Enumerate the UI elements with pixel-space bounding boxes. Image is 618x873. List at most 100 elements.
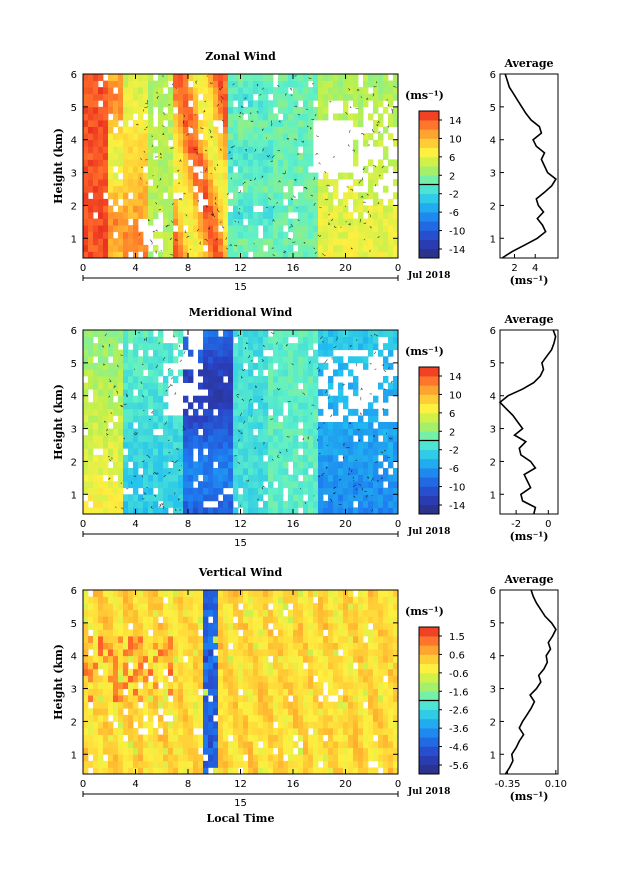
heatmap-cell (248, 369, 254, 377)
heatmap-cell (93, 741, 99, 749)
contour-line (325, 466, 329, 469)
heatmap-cell (173, 244, 179, 252)
heatmap-cell (363, 422, 369, 429)
heatmap-cell (243, 389, 249, 397)
heatmap-cell (88, 185, 94, 193)
heatmap-cell (308, 688, 314, 696)
contour-line (199, 127, 204, 130)
contour-line (363, 222, 367, 225)
heatmap-cell (123, 244, 129, 252)
colorbar-tick-label: 14 (449, 116, 462, 127)
heatmap-cell (98, 454, 104, 462)
heatmap-cell (303, 636, 309, 643)
heatmap-cell (393, 507, 399, 515)
heatmap-cell (163, 185, 169, 193)
heatmap-cell (103, 139, 109, 147)
heatmap-cell (183, 238, 189, 246)
heatmap-cell (143, 668, 149, 676)
contour-line (322, 341, 324, 343)
heatmap-cell (328, 93, 334, 101)
heatmap-cell (343, 395, 349, 403)
heatmap-cell (308, 701, 314, 709)
heatmap-cell (268, 336, 274, 344)
heatmap-cell (218, 603, 224, 611)
heatmap-cell (333, 435, 339, 443)
contour-line (237, 334, 240, 337)
contour-line (146, 454, 151, 459)
heatmap-cell (228, 461, 234, 469)
heatmap-cell (318, 389, 324, 397)
heatmap-cell (208, 675, 214, 683)
heatmap-cell (273, 198, 279, 206)
heatmap-cell (388, 212, 394, 219)
heatmap-cell (83, 408, 89, 416)
heatmap-cell (153, 596, 159, 604)
heatmap-cell (113, 461, 119, 469)
heatmap-cell (128, 629, 134, 637)
contour-line (381, 477, 383, 480)
heatmap-cell (298, 682, 304, 689)
heatmap-cell (133, 662, 139, 670)
heatmap-cell (178, 198, 184, 206)
heatmap-cell (198, 454, 204, 462)
heatmap-cell (183, 139, 189, 147)
heatmap-cell (163, 494, 169, 502)
heatmap-cell (263, 741, 269, 749)
contour-line (165, 224, 169, 228)
heatmap-cell (158, 126, 164, 134)
heatmap-cell (298, 389, 304, 397)
contour-line (145, 102, 149, 105)
heatmap-cell (188, 448, 194, 456)
heatmap-cell (338, 113, 344, 121)
heatmap-cell (178, 330, 184, 337)
heatmap-cell (203, 741, 209, 749)
heatmap-cell (123, 590, 129, 597)
heatmap-cell (283, 212, 289, 219)
heatmap-cell (363, 251, 369, 259)
heatmap-cell (123, 636, 129, 643)
contour-line (340, 226, 342, 228)
heatmap-cell (213, 389, 219, 397)
heatmap-cell (343, 80, 349, 88)
heatmap-cell (83, 225, 89, 233)
contour-line (310, 413, 313, 415)
heatmap-cell (108, 212, 114, 219)
heatmap-cell (128, 225, 134, 233)
heatmap-cell (168, 179, 174, 187)
heatmap-cell (323, 616, 329, 624)
contour-line (149, 239, 153, 242)
heatmap-cell (148, 616, 154, 624)
heatmap-cell (338, 728, 344, 735)
heatmap-cell (298, 159, 304, 167)
heatmap-cell (338, 747, 344, 755)
heatmap-cell (308, 682, 314, 689)
heatmap-cell (213, 675, 219, 683)
heatmap-cell (148, 622, 154, 630)
heatmap-cell (93, 133, 99, 141)
heatmap-cell (93, 389, 99, 397)
heatmap-cell (358, 218, 364, 226)
heatmap-cell (258, 389, 264, 397)
heatmap-cell (133, 166, 139, 173)
heatmap-cell (388, 389, 394, 397)
heatmap-cell (278, 120, 284, 127)
heatmap-cell (293, 454, 299, 462)
heatmap-cell (328, 636, 334, 643)
heatmap-cell (358, 106, 364, 114)
heatmap-cell (303, 616, 309, 624)
heatmap-cell (218, 231, 224, 239)
day-label: 15 (234, 282, 247, 293)
heatmap-cell (108, 721, 114, 729)
x-tick-label: 0 (395, 519, 401, 530)
heatmap-cell (248, 454, 254, 462)
heatmap-cell (373, 231, 379, 239)
heatmap-cell (98, 179, 104, 187)
heatmap-cell (223, 231, 229, 239)
heatmap-cell (158, 642, 164, 650)
heatmap-cell (298, 695, 304, 703)
heatmap-cell (358, 251, 364, 259)
heatmap-cell (93, 714, 99, 722)
heatmap-cell (93, 198, 99, 206)
contour-line (323, 422, 326, 424)
heatmap-cell (173, 185, 179, 193)
